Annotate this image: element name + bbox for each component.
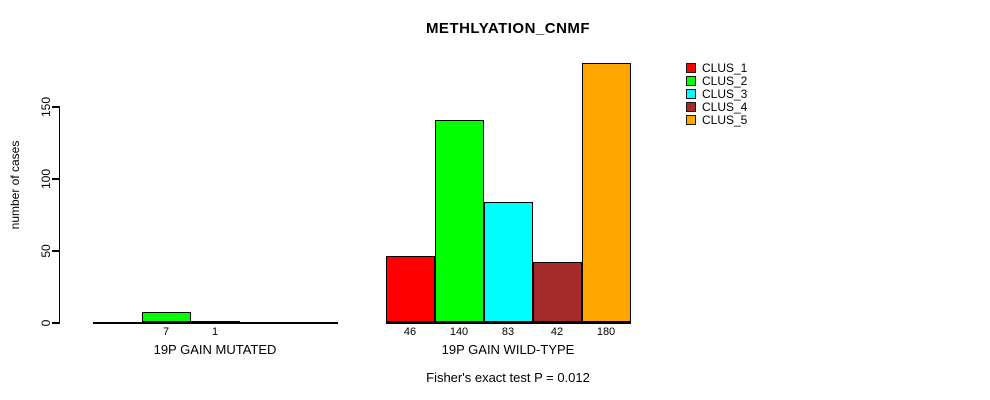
legend-label: CLUS_2 [702,73,748,88]
y-tick-label: 50 [39,243,53,258]
bar-value-label: 46 [403,326,417,338]
bar-value-label: 1 [211,326,219,338]
legend-label: CLUS_3 [702,86,748,101]
legend-swatch [686,75,696,86]
bar-value-label: 83 [501,326,515,338]
x-axis-baseline [92,322,338,324]
bar-value-label: 180 [596,326,616,338]
group-label: 19P GAIN MUTATED [153,342,277,357]
chart-title: METHLYATION_CNMF [425,20,591,37]
y-tick [51,250,59,252]
legend-swatch [686,114,696,125]
y-tick [51,322,59,324]
legend-label: CLUS_5 [702,112,748,127]
annotation-text: Fisher's exact test P = 0.012 [426,370,590,385]
legend-item: CLUS_2 [686,73,748,88]
legend-label: CLUS_4 [702,99,748,114]
bar [483,202,533,322]
x-axis-baseline [385,322,631,324]
y-tick-label: 100 [39,168,53,189]
legend-swatch [686,88,696,99]
y-tick-label: 150 [39,96,53,117]
bar [141,311,191,322]
legend-label: CLUS_1 [702,60,748,75]
y-axis-line [58,106,60,324]
bar-value-label: 140 [449,326,469,338]
legend-item: CLUS_4 [686,99,748,114]
bar [385,255,435,322]
y-axis-label: number of cases [8,140,22,230]
group-label: 19P GAIN WILD-TYPE [441,342,575,357]
y-tick [51,106,59,108]
legend-swatch [686,101,696,112]
bar-value-label: 7 [162,326,170,338]
bar [532,261,582,322]
y-tick [51,178,59,180]
legend-item: CLUS_1 [686,60,748,75]
chart-legend: CLUS_1 CLUS_2 CLUS_3 CLUS_4 CLUS_5 [686,60,748,127]
legend-item: CLUS_3 [686,86,748,101]
bar-value-label: 42 [550,326,564,338]
legend-item: CLUS_5 [686,112,748,127]
y-tick-label: 0 [39,319,53,326]
legend-swatch [686,62,696,73]
bar [434,120,484,322]
bar [581,62,631,322]
